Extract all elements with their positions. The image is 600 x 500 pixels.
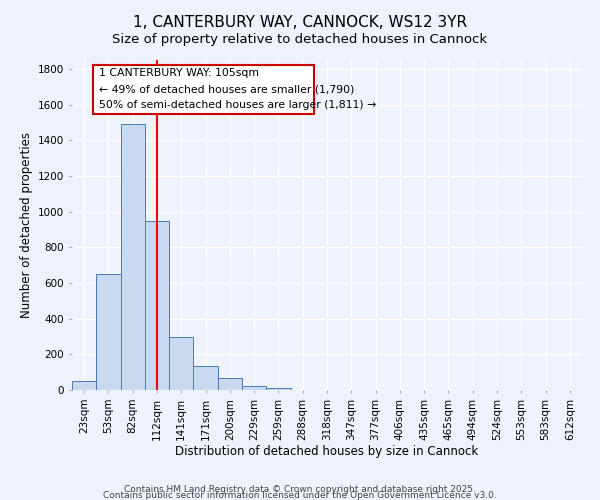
Text: ← 49% of detached houses are smaller (1,790): ← 49% of detached houses are smaller (1,… [100,84,355,94]
Text: Contains public sector information licensed under the Open Government Licence v3: Contains public sector information licen… [103,491,497,500]
Bar [169,338,193,390]
X-axis label: Distribution of detached houses by size in Cannock: Distribution of detached houses by size … [175,446,479,458]
Text: 50% of semi-detached houses are larger (1,811) →: 50% of semi-detached houses are larger (… [100,100,377,110]
Bar [242,386,266,390]
Bar [193,366,218,390]
Text: 1, CANTERBURY WAY, CANNOCK, WS12 3YR: 1, CANTERBURY WAY, CANNOCK, WS12 3YR [133,15,467,30]
Text: 1 CANTERBURY WAY: 105sqm: 1 CANTERBURY WAY: 105sqm [100,68,259,78]
Text: Size of property relative to detached houses in Cannock: Size of property relative to detached ho… [112,32,488,46]
Bar [96,274,121,390]
Y-axis label: Number of detached properties: Number of detached properties [20,132,32,318]
Text: Contains HM Land Registry data © Crown copyright and database right 2025.: Contains HM Land Registry data © Crown c… [124,485,476,494]
Bar [266,388,290,390]
Bar [145,220,169,390]
Bar [72,381,96,390]
Bar [218,378,242,390]
FancyBboxPatch shape [94,66,314,114]
Bar [121,124,145,390]
